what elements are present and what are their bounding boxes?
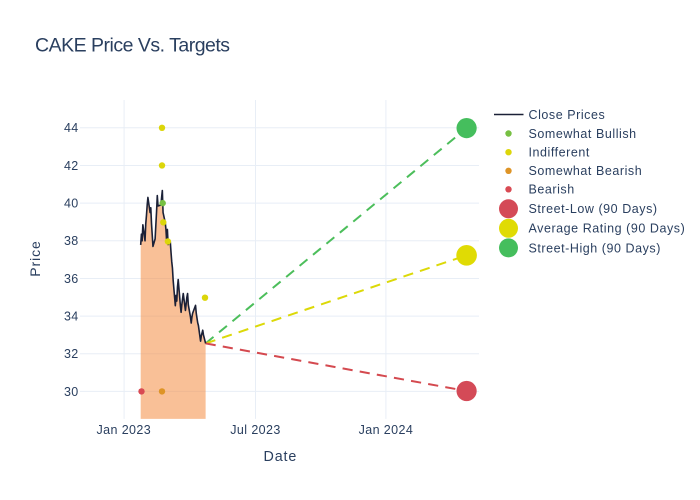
svg-text:Somewhat Bearish: Somewhat Bearish [529,164,643,178]
svg-text:CAKE Price Vs. Targets: CAKE Price Vs. Targets [35,35,230,57]
svg-text:Close Prices: Close Prices [529,108,606,122]
svg-text:34: 34 [64,310,79,324]
svg-text:36: 36 [64,272,79,286]
svg-text:38: 38 [64,234,79,248]
svg-text:Price: Price [27,240,43,276]
svg-text:Jan 2023: Jan 2023 [96,423,151,437]
svg-text:Jul 2023: Jul 2023 [230,423,280,437]
svg-text:40: 40 [64,197,79,211]
svg-text:Jan 2024: Jan 2024 [359,423,414,437]
svg-text:Street-High (90 Days): Street-High (90 Days) [529,241,661,255]
svg-text:32: 32 [64,347,79,361]
svg-text:44: 44 [64,121,79,135]
svg-text:30: 30 [64,385,79,399]
svg-text:Average Rating (90 Days): Average Rating (90 Days) [529,222,686,236]
svg-text:42: 42 [64,159,79,173]
svg-text:Bearish: Bearish [529,183,575,197]
svg-text:Indifferent: Indifferent [529,146,590,160]
svg-text:Date: Date [263,449,297,465]
svg-text:Street-Low (90 Days): Street-Low (90 Days) [529,202,658,216]
svg-text:Somewhat Bullish: Somewhat Bullish [529,127,637,141]
